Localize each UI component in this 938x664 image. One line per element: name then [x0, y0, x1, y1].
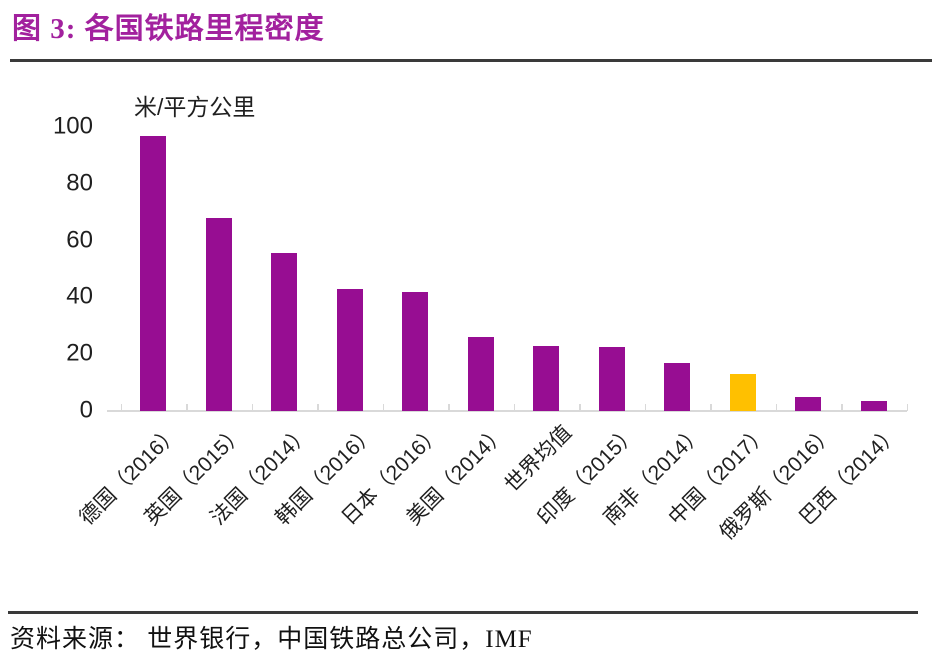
x-axis-tick — [317, 404, 319, 411]
bar-美国（2014） — [467, 337, 494, 411]
bar-德国（2016） — [140, 135, 167, 411]
x-axis-tick — [710, 404, 712, 411]
top-divider-line — [10, 59, 932, 62]
x-axis-category-label: 俄罗斯（2016） — [714, 421, 839, 545]
x-axis-tick — [513, 404, 515, 411]
bar-法国（2014） — [271, 253, 298, 411]
x-axis-tick — [841, 404, 843, 411]
x-axis-tick — [579, 404, 581, 411]
y-axis-tick-label: 0 — [79, 396, 93, 424]
x-axis-tick — [906, 404, 908, 411]
y-axis-tick-label: 80 — [66, 169, 93, 197]
bar-韩国（2016） — [336, 288, 363, 411]
bar-印度（2015） — [598, 347, 625, 411]
bar-日本（2016） — [402, 291, 429, 411]
x-axis-tick — [186, 404, 188, 411]
bar-英国（2015） — [205, 217, 232, 411]
bar-中国（2017） — [729, 374, 756, 411]
bar-南非（2014） — [664, 362, 691, 411]
bottom-divider-line — [8, 611, 918, 614]
y-axis-tick-label: 60 — [66, 226, 93, 254]
y-axis-tick-label: 100 — [52, 112, 93, 140]
x-axis-tick — [382, 404, 384, 411]
x-axis-tick — [251, 404, 253, 411]
y-axis-unit-label: 米/平方公里 — [134, 94, 256, 120]
bar-俄罗斯（2016） — [795, 396, 822, 411]
bar-巴西（2014） — [860, 401, 887, 411]
x-axis-tick — [120, 404, 122, 411]
x-axis-line — [107, 410, 907, 412]
x-axis-tick — [775, 404, 777, 411]
figure-title: 图 3: 各国铁路里程密度 — [12, 13, 325, 45]
x-axis-tick — [448, 404, 450, 411]
y-axis-tick-label: 40 — [66, 282, 93, 310]
bar-世界均值 — [533, 345, 560, 411]
data-source-note: 资料来源： 世界银行，中国铁路总公司，IMF — [10, 626, 533, 653]
y-axis-tick-label: 20 — [66, 339, 93, 367]
x-axis-tick — [644, 404, 646, 411]
